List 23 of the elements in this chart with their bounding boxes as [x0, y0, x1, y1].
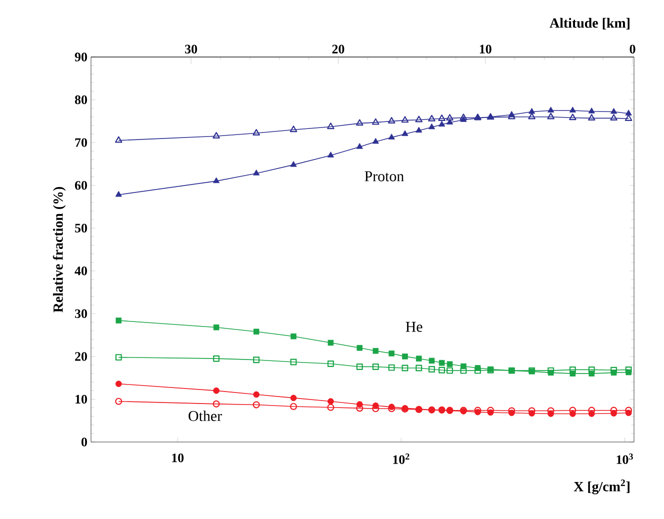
x2-axis-title: Altitude [km] — [550, 18, 630, 30]
y-tick-label: 60 — [74, 180, 87, 190]
y-tick-label: 10 — [76, 394, 87, 404]
y-tick-label: 0 — [82, 438, 87, 446]
y-tick-label: 90 — [74, 52, 87, 62]
x2-tick-label: 20 — [332, 44, 344, 54]
x-tick-label: 10$^{3}$ — [616, 454, 633, 464]
x-tick-label: 10 — [172, 454, 184, 462]
y-tick-label: 50 — [75, 224, 87, 232]
x-axis-title: X [g/cm$^{2}$] — [574, 480, 630, 494]
y-tick-label: 40 — [74, 266, 87, 276]
x2-tick-label: 10 — [480, 44, 492, 54]
annotation: He — [406, 322, 422, 332]
y-tick-label: 70 — [75, 138, 87, 147]
x2-tick-label: 30 — [185, 44, 198, 54]
x2-tick-label: 0 — [630, 44, 636, 54]
y-tick-label: 80 — [74, 95, 87, 104]
y-tick-label: 30 — [75, 309, 87, 318]
annotation: Proton — [364, 171, 404, 182]
y-axis-title: Relative fraction (%) — [52, 186, 66, 312]
annotation: Other — [188, 410, 222, 422]
y-tick-label: 20 — [75, 352, 87, 361]
x-tick-label: 10$^{2}$ — [393, 454, 410, 464]
